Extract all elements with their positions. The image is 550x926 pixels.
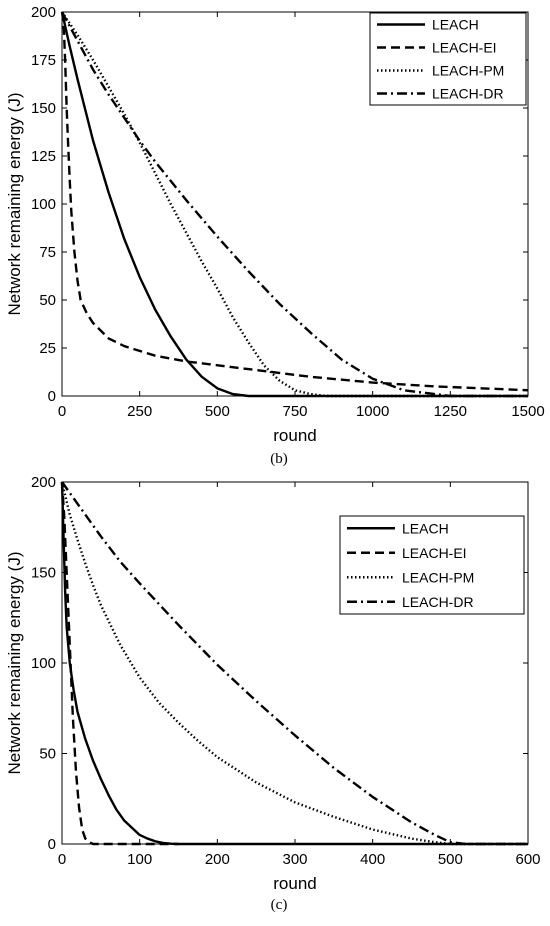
- legend-label-leach: LEACH: [402, 520, 449, 536]
- panel-caption: (c): [271, 897, 288, 913]
- y-tick-label: 150: [31, 100, 56, 117]
- series-line-leach-pm: [60, 481, 528, 846]
- legend-label-leach-dr: LEACH-DR: [432, 86, 504, 102]
- x-tick-label: 400: [360, 851, 385, 868]
- series-line-leach-ei: [60, 481, 179, 846]
- y-tick-label: 25: [39, 340, 56, 357]
- y-tick-label: 0: [48, 388, 56, 405]
- legend-label-leach: LEACH: [432, 17, 479, 33]
- x-tick-label: 1250: [434, 403, 467, 420]
- legend-label-leach-dr: LEACH-DR: [402, 594, 474, 610]
- y-tick-label: 200: [31, 4, 56, 21]
- x-tick-label: 600: [515, 851, 540, 868]
- x-tick-label: 1000: [356, 403, 389, 420]
- chart-panel-0: 0 250 500 750 1000 1250 1500 0 25 50 75 100 125 150 17…: [5, 4, 545, 467]
- legend-box: [339, 515, 525, 615]
- x-tick-label: 1500: [511, 403, 544, 420]
- chart-panel-1: 0 100 200 300 400 500 600 0 50 100 150 200 round Netw…: [5, 474, 541, 913]
- y-tick-label: 50: [39, 292, 56, 309]
- y-tick-label: 0: [48, 836, 56, 853]
- x-tick-label: 0: [58, 403, 66, 420]
- x-axis-label: round: [273, 874, 316, 893]
- y-tick-label: 125: [31, 148, 56, 165]
- panel-caption: (b): [270, 451, 288, 467]
- y-tick-label: 150: [31, 565, 56, 582]
- y-axis-label: Network remaining energy (J): [5, 93, 24, 316]
- x-tick-label: 250: [127, 403, 152, 420]
- x-tick-label: 300: [282, 851, 307, 868]
- series-line-leach-ei: [60, 11, 529, 392]
- legend-label-leach-ei: LEACH-EI: [402, 545, 467, 561]
- x-tick-label: 100: [127, 851, 152, 868]
- x-tick-label: 500: [205, 403, 230, 420]
- y-tick-label: 100: [31, 196, 56, 213]
- legend-label-leach-pm: LEACH-PM: [402, 569, 474, 585]
- y-tick-label: 50: [39, 746, 56, 763]
- series-line-leach-dr: [61, 481, 528, 846]
- y-tick-label: 175: [31, 52, 56, 69]
- y-axis-label: Network remaining energy (J): [5, 552, 24, 775]
- y-tick-label: 75: [39, 244, 56, 261]
- x-axis-label: round: [273, 426, 316, 445]
- x-tick-label: 500: [438, 851, 463, 868]
- series-line-leach-pm: [61, 11, 528, 398]
- x-tick-label: 750: [282, 403, 307, 420]
- legend-label-leach-pm: LEACH-PM: [432, 63, 504, 79]
- x-tick-label: 200: [205, 851, 230, 868]
- series-line-leach-dr: [60, 11, 528, 398]
- x-tick-label: 0: [58, 851, 66, 868]
- legend-box: [369, 12, 527, 106]
- y-tick-label: 100: [31, 655, 56, 672]
- y-tick-label: 200: [31, 474, 56, 491]
- legend-label-leach-ei: LEACH-EI: [432, 40, 497, 56]
